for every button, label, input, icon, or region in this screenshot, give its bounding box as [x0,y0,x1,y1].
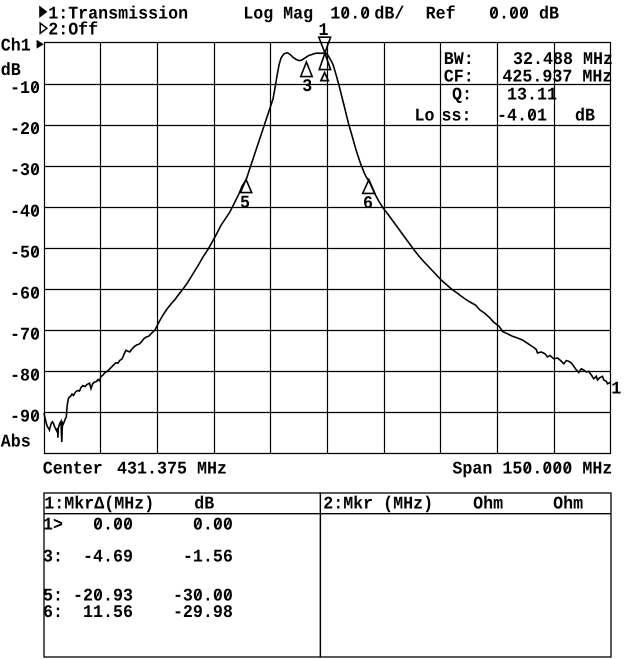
svg-text:10.0: 10.0 [330,5,370,25]
svg-text:-80: -80 [10,366,40,386]
svg-text:3: 3 [302,77,312,97]
svg-text:-50: -50 [10,243,40,263]
svg-text:3: -4.69 -1.56: 3: -4.69 -1.56 [43,548,233,568]
svg-text:dB/: dB/ [374,5,404,25]
svg-text:425.937 MHz: 425.937 MHz [502,68,612,88]
svg-text:431.375 MHz: 431.375 MHz [117,460,227,480]
svg-text:CF:: CF: [444,68,474,88]
svg-text:32.488 MHz: 32.488 MHz [513,50,613,70]
svg-text:5: 5 [240,194,250,214]
svg-text:dB: dB [1,61,21,81]
svg-text:-90: -90 [10,408,40,428]
svg-text:-4.01: -4.01 [497,106,547,126]
svg-text:Span 150.000 MHz: Span 150.000 MHz [452,460,612,480]
svg-text:ss:: ss: [442,106,472,126]
svg-text:Log Mag: Log Mag [243,5,313,25]
svg-text:-70: -70 [10,325,40,345]
svg-text:0.00 dB: 0.00 dB [489,5,559,25]
svg-text:1: 1 [319,21,329,41]
svg-text:dB: dB [575,106,595,126]
svg-text:BW:: BW: [444,50,474,70]
svg-text:Center: Center [43,460,103,480]
svg-text:-40: -40 [10,202,40,222]
svg-text:2:Off: 2:Off [48,21,98,41]
svg-text:2:Mkr (MHz) Ohm Ohm: 2:Mkr (MHz) Ohm Ohm [323,495,583,515]
svg-text:1: 1 [611,379,621,399]
svg-text:6: 6 [363,194,373,214]
svg-text:Abs: Abs [1,433,31,453]
svg-text:13.11: 13.11 [507,86,557,106]
svg-text:Lo: Lo [415,106,435,126]
svg-text:-10: -10 [10,79,40,99]
svg-text:-30: -30 [10,161,40,181]
svg-text:Ref: Ref [426,5,456,25]
svg-text:Q:: Q: [452,86,472,106]
svg-text:5: -20.93 -30.00: 5: -20.93 -30.00 [43,587,233,607]
svg-text:Ch1: Ch1 [1,37,31,57]
svg-text:6: 11.56 -29.98: 6: 11.56 -29.98 [43,603,233,623]
svg-text:1> 0.00 0.00: 1> 0.00 0.00 [43,515,233,535]
svg-text:-20: -20 [10,120,40,140]
svg-text:1:MkrΔ(MHz) dB: 1:MkrΔ(MHz) dB [44,495,214,515]
svg-text:1:Transmission: 1:Transmission [48,5,188,25]
svg-text:-60: -60 [10,284,40,304]
